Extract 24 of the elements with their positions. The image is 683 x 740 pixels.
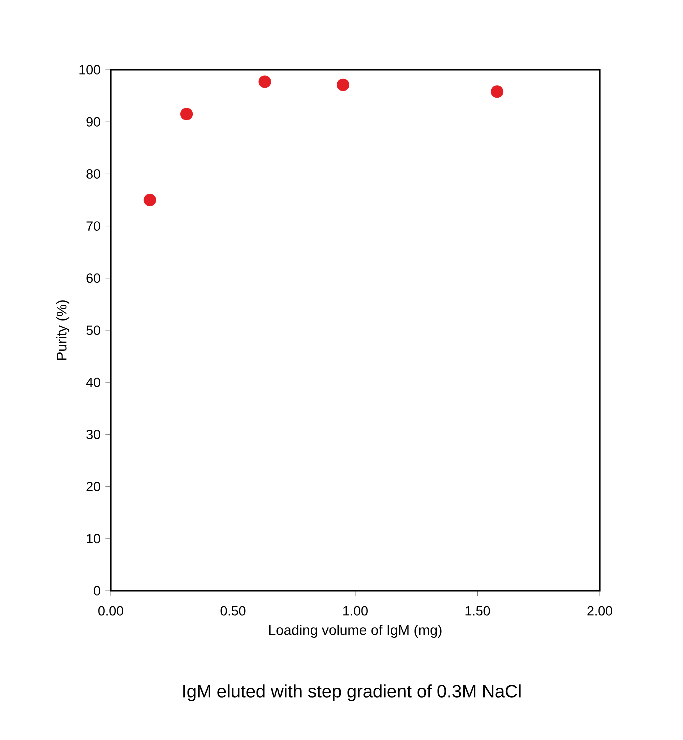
x-tick-label: 2.00 — [588, 606, 612, 616]
point — [258, 76, 272, 88]
point — [491, 86, 504, 98]
y-tick-label: 30 — [86, 430, 100, 440]
x-axis-title: Loading volume of IgM (mg) — [270, 624, 442, 638]
y-tick-label: 100 — [80, 65, 100, 75]
point — [144, 194, 156, 207]
y-tick-label: 70 — [86, 222, 100, 232]
text: IgM eluted with step gradient of 0.3M NaCl — [184, 684, 521, 702]
x-tick-label: 1.50 — [466, 606, 490, 616]
y-tick-label: 60 — [86, 274, 100, 284]
x-tick-label: 1.00 — [344, 606, 368, 616]
y-tick-label: 10 — [87, 534, 100, 544]
x-tick-label: 0.00 — [98, 606, 124, 616]
point — [337, 78, 350, 92]
point — [180, 108, 194, 121]
y-axis-title: Purity (%) — [56, 300, 70, 360]
y-tick-label: 20 — [86, 482, 100, 492]
y-tick-label: 40 — [86, 378, 100, 388]
y-tick-label: 80 — [86, 169, 100, 179]
y-tick-label: 0 — [94, 586, 100, 596]
x-tick-label: 0.50 — [220, 606, 246, 616]
y-tick-label: 90 — [86, 117, 100, 127]
y-tick-label: 50 — [86, 326, 100, 336]
